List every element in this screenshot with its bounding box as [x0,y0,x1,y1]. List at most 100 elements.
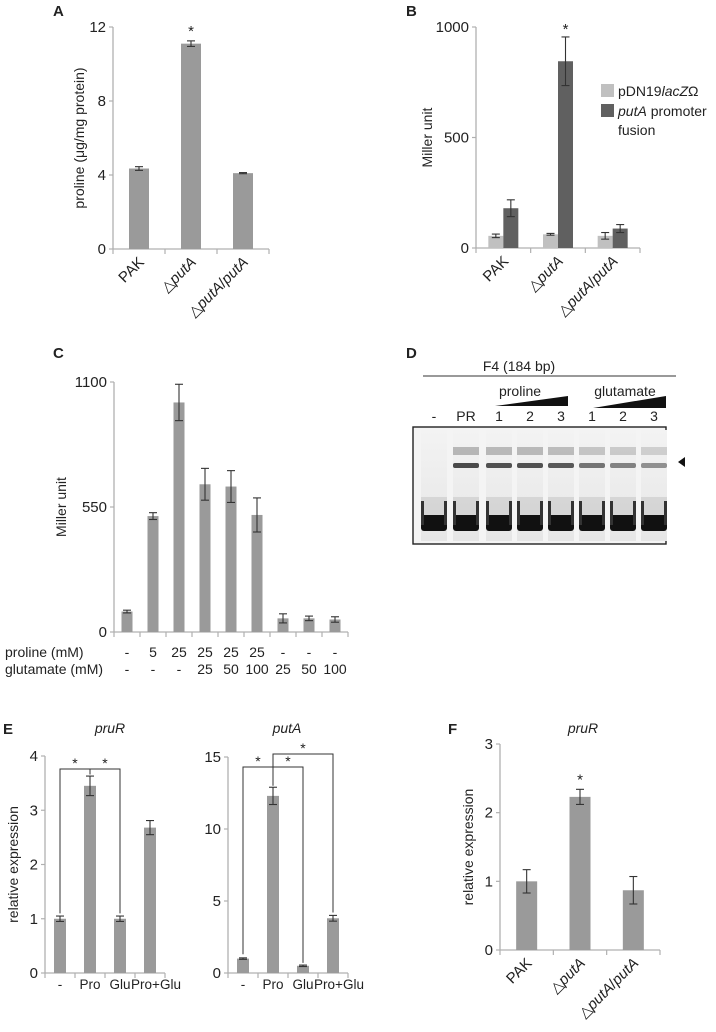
emsa-gel-d: F4 (184 bp) proline glutamate - PR 1 2 3 1 2 3 [412,358,685,545]
bar [267,795,279,973]
lane-label: 1 [588,408,596,424]
y-tick-label: 1100 [75,374,107,391]
lane-label: 3 [650,408,658,424]
gel-lane [579,430,605,541]
proline-value: 25 [197,644,213,660]
significance-bracket [272,753,334,913]
bar [114,918,126,973]
proline-value: - [307,644,312,660]
group-label-glutamate: glutamate [594,383,656,399]
free-probe-band [486,515,512,531]
x-tick-label: - [58,977,63,992]
y-axis-label: Miller unit [53,477,69,537]
gel-lane [486,430,512,541]
proline-value: - [281,644,286,660]
glutamate-value: 50 [301,661,317,677]
chart-title: putA [272,720,302,736]
gel-lane [548,430,574,541]
bar-control [543,234,558,248]
lane-label: PR [456,408,475,424]
free-probe-band [517,515,543,531]
y-tick-label: 2 [485,805,493,822]
x-tick-label: △putA [525,253,567,295]
x-tick-label: Pro+Glu [314,977,364,992]
proline-value: 25 [249,644,265,660]
y-axis-label: relative expression [5,806,21,923]
glutamate-row-label: glutamate (mM) [5,661,103,677]
gel-lane [421,430,447,541]
y-tick-label: 3 [485,736,493,753]
gel-title: F4 (184 bp) [483,358,555,374]
y-axis-label: proline (μg/mg protein) [71,67,87,208]
panel-letter-d: D [406,345,417,362]
x-tick-label: Pro [79,977,100,992]
y-tick-label: 15 [204,749,221,766]
proline-gradient-ramp [495,396,568,406]
bar [622,890,644,950]
free-probe-band [579,515,605,531]
panel-letter-e: E [3,721,13,738]
x-tick-label: - [241,977,246,992]
y-tick-label: 0 [461,240,469,257]
free-probe-band [453,515,479,531]
significance-asterisk: * [577,771,583,788]
chart-e-puta: 0 5 10 15 putA - Pro Glu Pro+Glu * * * [204,720,364,992]
gel-lane [641,430,667,541]
bar [129,168,149,249]
y-tick-label: 0 [30,965,38,982]
bar-control [488,235,504,248]
y-tick-label: 1 [30,911,38,928]
y-tick-label: 1 [485,873,493,890]
bar [121,611,133,632]
significance-asterisk: * [563,21,569,38]
glutamate-value: 100 [323,661,347,677]
bar [327,918,339,973]
significance-asterisk: * [188,23,194,40]
panel-letter-f: F [448,721,457,738]
y-tick-label: 0 [213,965,221,982]
bar [173,402,185,632]
x-tick-label: Glu [292,977,313,992]
x-tick-label: Pro+Glu [131,977,181,992]
proline-value: 5 [149,644,157,660]
lane-label: 3 [557,408,565,424]
bar [181,43,201,250]
panel-letter-a: A [53,3,64,20]
shifted-band [453,463,479,468]
y-tick-label: 0 [98,241,106,258]
significance-asterisk: * [102,755,108,771]
bar-fusion [612,228,628,248]
chart-title: pruR [94,720,125,736]
y-tick-label: 1000 [436,19,469,36]
y-tick-label: 0 [99,624,107,641]
proline-value: 25 [171,644,187,660]
bar [251,514,263,632]
glutamate-gradient-ramp [593,396,666,408]
y-tick-label: 12 [89,19,106,36]
y-tick-label: 10 [204,821,221,838]
legend-label-control: pDN19lacZΩ [618,83,699,99]
bar [303,618,315,632]
free-probe-band [641,515,667,531]
shifted-band [610,463,636,468]
chart-e-prur: 0 1 2 3 4 relative expression pruR - Pro Glu Pro+G… [5,720,181,992]
gel-lane [517,430,543,541]
y-tick-label: 4 [30,748,38,765]
bar [84,785,96,973]
bar [277,618,289,632]
free-probe-band [421,515,447,531]
x-tick-label: Glu [109,977,130,992]
shifted-band [579,463,605,468]
shifted-complex-arrowhead-icon [678,457,685,467]
x-tick-label: △putA [547,955,589,997]
y-tick-label: 0 [485,942,493,959]
panel-letter-b: B [406,3,417,20]
y-axis-label: relative expression [460,789,476,906]
glutamate-value: 25 [275,661,291,677]
glutamate-value: - [177,661,182,677]
significance-asterisk: * [285,753,291,769]
